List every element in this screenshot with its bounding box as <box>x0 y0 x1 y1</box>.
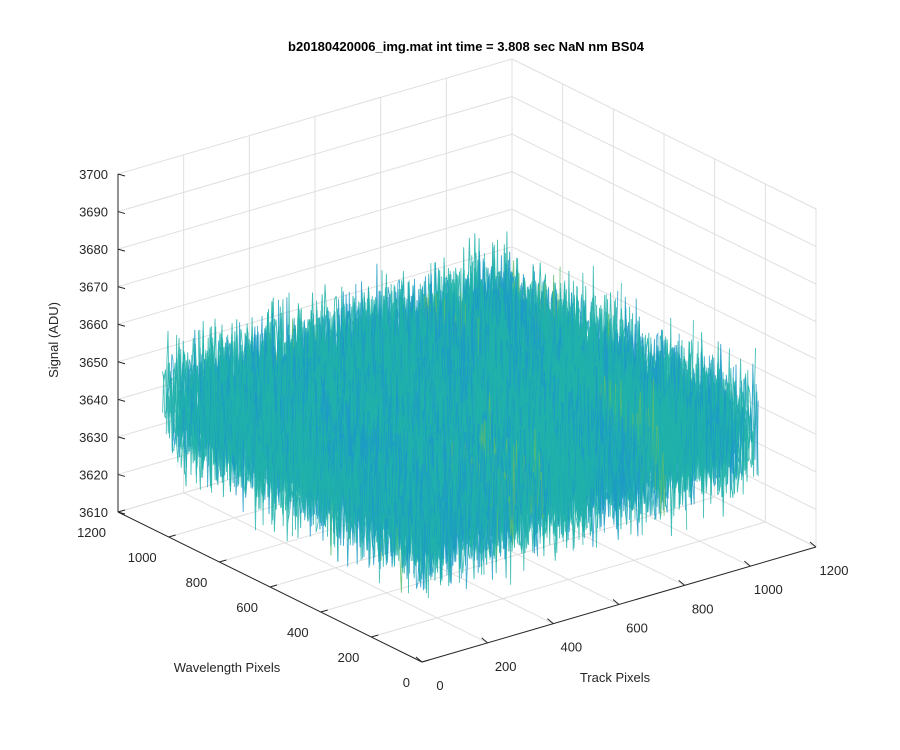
backwall-y-zgridline-5 <box>511 208 817 360</box>
backwall-y-zgridline-6 <box>511 171 817 323</box>
y-tick-label-4: 800 <box>186 575 208 590</box>
z-tick-3 <box>117 398 126 402</box>
y-axis-label: Wavelength Pixels <box>174 660 281 675</box>
backwall-x-zgridline-7 <box>117 133 513 250</box>
x-tick-label-2: 400 <box>560 640 582 655</box>
y-tick-label-5: 1000 <box>128 550 157 565</box>
backwall-y-zgridline-8 <box>511 96 817 248</box>
x-tick-label-5: 1000 <box>754 582 783 597</box>
y-tick-label-0: 0 <box>403 675 410 690</box>
surface-line-x3-s0 <box>367 451 434 589</box>
z-tick-2 <box>117 436 126 440</box>
chart-title: b20180420006_img.mat int time = 3.808 se… <box>288 39 645 54</box>
surface-line-x0-s0 <box>356 455 423 583</box>
x-tick-1 <box>481 637 488 644</box>
surface-line-x0-s3 <box>162 330 228 490</box>
z-tick-label-5: 3660 <box>79 317 108 332</box>
z-axis-label: Signal (ADU) <box>46 302 61 378</box>
y-tick-label-2: 400 <box>287 625 309 640</box>
y-tick-label-3: 600 <box>236 600 258 615</box>
x-tick-label-3: 600 <box>626 621 648 636</box>
x-axis-label: Track Pixels <box>580 670 651 685</box>
z-tick-4 <box>117 361 126 365</box>
surface-mesh <box>162 231 759 599</box>
y-tick-label-6: 1200 <box>77 525 106 540</box>
y-tick-5 <box>168 534 176 538</box>
floor-gridline-y-1 <box>371 521 766 638</box>
x-tick-4 <box>678 579 685 586</box>
y-tick-label-1: 200 <box>338 650 360 665</box>
x-tick-label-6: 1200 <box>820 563 849 578</box>
z-tick-label-8: 3690 <box>79 205 108 220</box>
x-tick-3 <box>612 599 620 605</box>
surface-line-x91-s3 <box>487 270 554 390</box>
z-tick-7 <box>117 248 126 252</box>
z-tick-1 <box>117 473 126 477</box>
backwall-y-zgridline-7 <box>511 133 817 285</box>
z-tick-8 <box>117 211 126 215</box>
surface-line-x0-s1 <box>291 426 358 534</box>
z-tick-label-1: 3620 <box>79 467 108 482</box>
z-tick-0 <box>117 511 126 515</box>
z-tick-9 <box>117 173 126 177</box>
y-tick-3 <box>269 584 278 588</box>
x-tick-label-0: 0 <box>436 678 443 693</box>
y-tick-2 <box>320 609 328 613</box>
z-tick-label-0: 3610 <box>79 505 108 520</box>
x-tick-0 <box>415 656 423 663</box>
backwall-x-zgridline-9 <box>117 58 513 175</box>
backwall-x-zgridline-6 <box>117 171 513 288</box>
z-tick-label-2: 3630 <box>79 430 108 445</box>
backwall-y-zgridline-9 <box>511 58 817 210</box>
x-tick-2 <box>547 618 554 625</box>
backwall-y-zgridline-4 <box>511 246 817 398</box>
x-tick-5 <box>744 560 751 567</box>
z-tick-label-7: 3680 <box>79 242 108 257</box>
y-tick-1 <box>371 634 379 638</box>
surface-line-x1-s1 <box>295 404 362 543</box>
z-tick-label-4: 3650 <box>79 355 108 370</box>
z-tick-6 <box>117 286 126 290</box>
y-tick-4 <box>219 559 227 563</box>
backwall-x-zgridline-5 <box>117 208 513 325</box>
z-tick-label-3: 3640 <box>79 392 108 407</box>
z-tick-label-6: 3670 <box>79 280 108 295</box>
z-tick-5 <box>117 323 126 327</box>
floor-gridline-y-2 <box>320 496 715 613</box>
y-axis-ticks: 0 200 400 600 800 1000 1200 <box>77 509 430 690</box>
z-axis-ticks: 3610 3620 3630 3640 3650 3660 3670 3680 3690 3700 <box>79 167 126 520</box>
surface-line-x0-s2 <box>226 398 293 531</box>
y-tick-6 <box>117 509 126 513</box>
z-tick-label-9: 3700 <box>79 167 108 182</box>
x-tick-6 <box>809 541 817 548</box>
backwall-x-zgridline-8 <box>117 96 513 213</box>
y-tick-0 <box>421 659 430 663</box>
x-tick-label-1: 200 <box>495 659 517 674</box>
x-tick-label-4: 800 <box>692 601 714 616</box>
x-axis-ticks: 0 200 400 600 800 1000 1200 <box>415 541 849 693</box>
